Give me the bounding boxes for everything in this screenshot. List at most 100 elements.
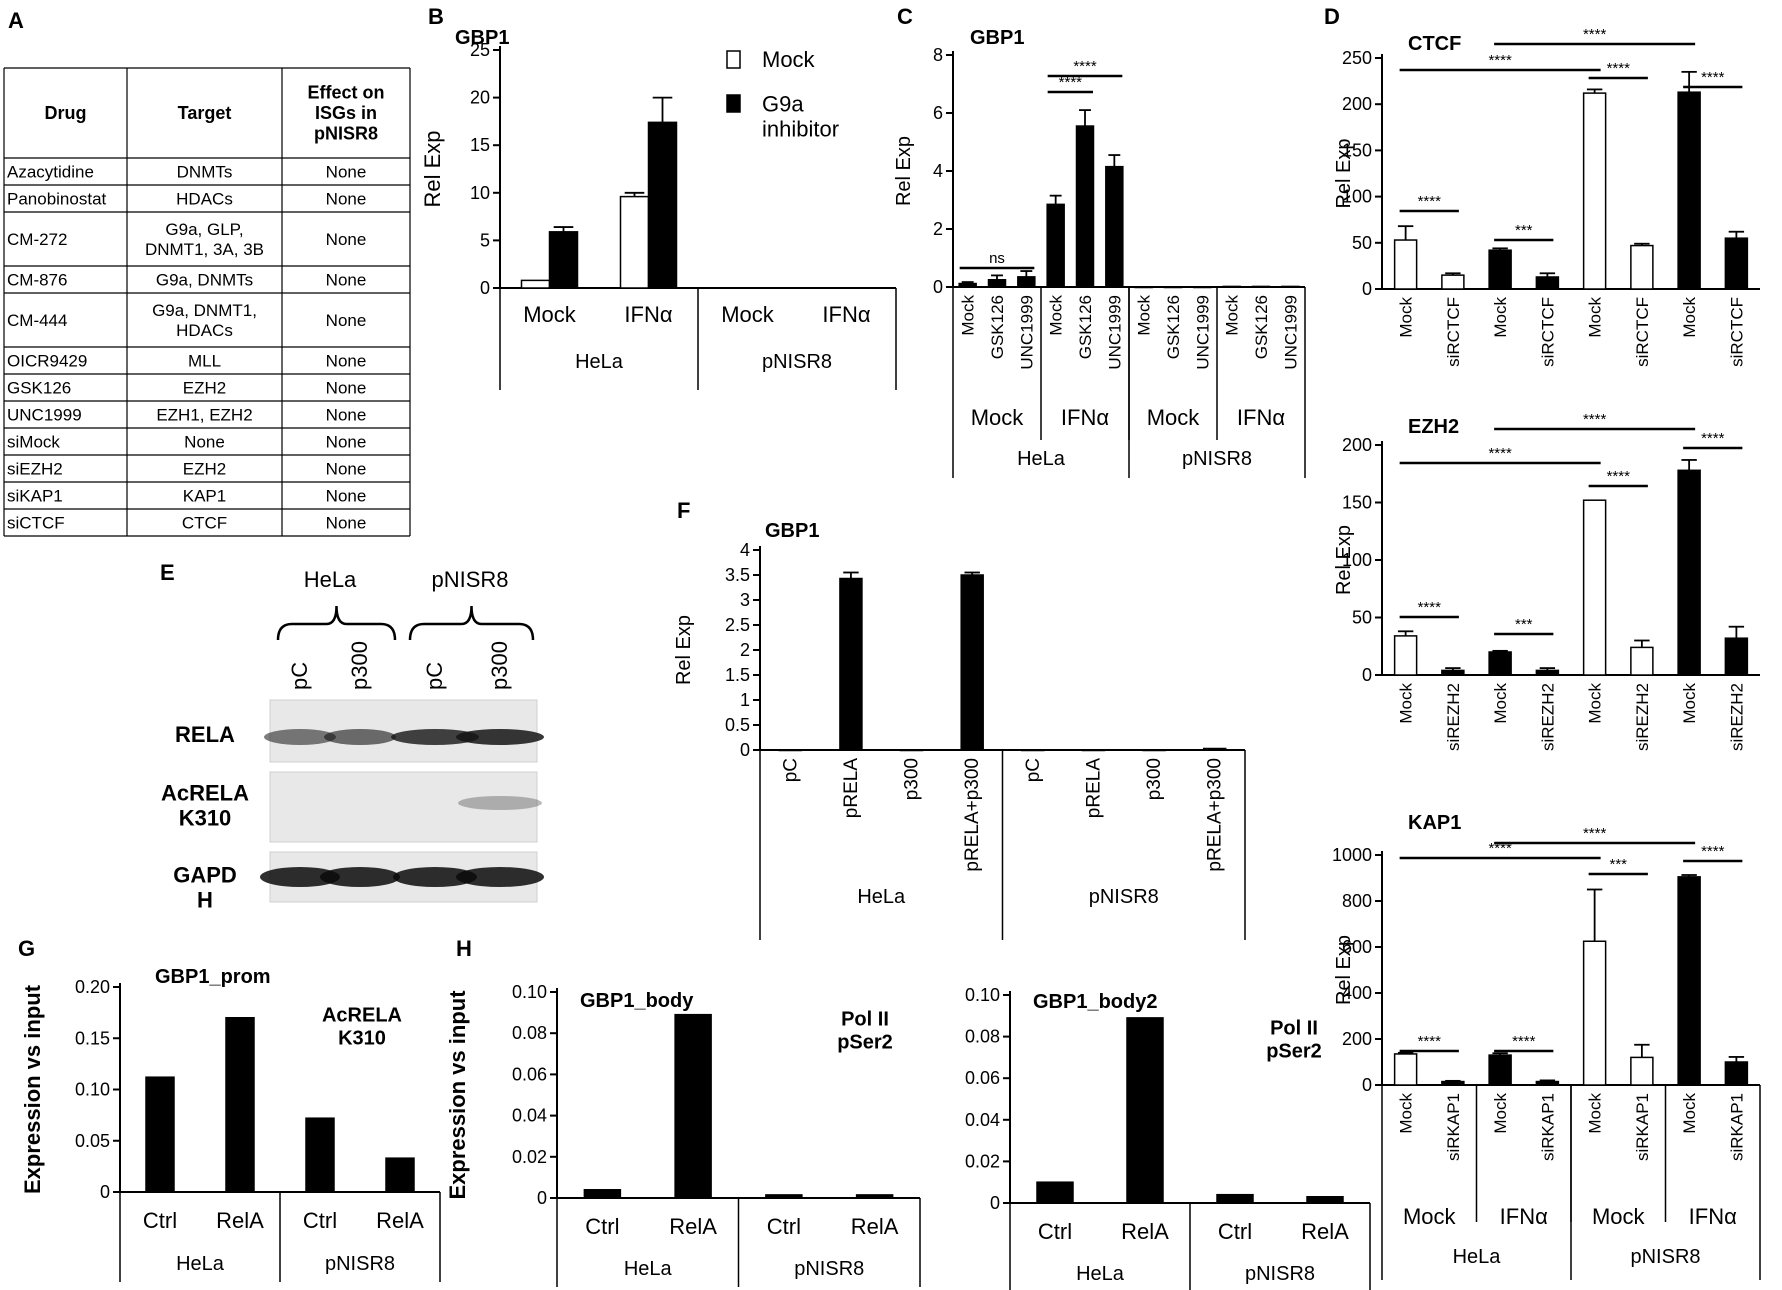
blot-band bbox=[456, 867, 544, 887]
y-axis-label: Rel Exp bbox=[1333, 525, 1355, 595]
bar bbox=[1393, 635, 1418, 676]
legend-label: Mock bbox=[762, 47, 816, 72]
bar bbox=[1036, 1181, 1074, 1204]
table-cell: EZH2 bbox=[183, 460, 226, 479]
group-label: pNISR8 bbox=[1089, 886, 1159, 908]
bar bbox=[1046, 203, 1065, 288]
y-tick-label: 0.08 bbox=[965, 1027, 1000, 1047]
blot-band bbox=[393, 867, 477, 887]
subgroup-label: Mock bbox=[1403, 1204, 1457, 1229]
significance-label: **** bbox=[1418, 599, 1442, 616]
panel-letter: C bbox=[897, 4, 913, 29]
bar bbox=[1441, 669, 1465, 676]
bar bbox=[1222, 285, 1241, 288]
table-cell: CTCF bbox=[182, 514, 227, 533]
y-tick-label: 1.5 bbox=[725, 665, 750, 685]
bar bbox=[647, 121, 678, 289]
panel-letter: F bbox=[677, 498, 690, 523]
chart-title: KAP1 bbox=[1408, 812, 1461, 834]
table-cell: OICR9429 bbox=[7, 352, 87, 371]
panel-e-blot: E HeLa pNISR8 pC p300 pC p300 RELA AcRELA K310 GAP… bbox=[160, 560, 544, 913]
table-cell: CM-876 bbox=[7, 271, 67, 290]
bar bbox=[1535, 669, 1560, 676]
significance-label: **** bbox=[1488, 52, 1512, 69]
x-tick-label: Mock bbox=[1586, 683, 1605, 724]
x-tick-label: siRKAP1 bbox=[1538, 1093, 1557, 1161]
table-cell: None bbox=[326, 311, 367, 330]
annotation: AcRELA K310 bbox=[322, 1005, 402, 1050]
x-tick-label: siREZH2 bbox=[1633, 683, 1652, 751]
bar bbox=[305, 1117, 335, 1193]
x-tick-label: RelA bbox=[669, 1214, 717, 1239]
bar bbox=[1724, 637, 1749, 676]
bar bbox=[1677, 469, 1701, 676]
y-tick-label: 0.20 bbox=[75, 977, 110, 997]
y-tick-label: 0.04 bbox=[965, 1110, 1000, 1130]
x-tick-label: pRELA bbox=[841, 758, 862, 819]
y-tick-label: 0.02 bbox=[965, 1151, 1000, 1171]
table-cell: None bbox=[326, 406, 367, 425]
x-tick-label: Ctrl bbox=[303, 1208, 337, 1233]
group-label: pNISR8 bbox=[1245, 1263, 1315, 1285]
blot-row-label: RELA bbox=[175, 722, 235, 747]
bar bbox=[1105, 165, 1124, 288]
y-tick-label: 0.15 bbox=[75, 1028, 110, 1048]
y-tick-label: 0 bbox=[100, 1182, 110, 1202]
x-tick-label: RelA bbox=[1301, 1219, 1349, 1244]
bar bbox=[1393, 239, 1418, 290]
bar bbox=[1134, 286, 1153, 289]
bar bbox=[1216, 1193, 1254, 1204]
y-tick-label: 0 bbox=[740, 740, 750, 760]
bar bbox=[1677, 876, 1701, 1086]
blot-row-label: AcRELA K310 bbox=[161, 780, 249, 830]
bar bbox=[839, 577, 863, 751]
x-tick-label: Ctrl bbox=[585, 1214, 619, 1239]
significance-label: **** bbox=[1583, 411, 1607, 428]
y-axis-label: Rel Exp bbox=[1333, 935, 1355, 1005]
significance-label: *** bbox=[1515, 222, 1533, 239]
x-tick-label: RelA bbox=[376, 1208, 424, 1233]
x-tick-label: Ctrl bbox=[1038, 1219, 1072, 1244]
bar bbox=[1251, 285, 1271, 288]
bar bbox=[1202, 747, 1227, 751]
table-cell: Azacytidine bbox=[7, 163, 94, 182]
chart-title: GBP1_prom bbox=[155, 966, 271, 988]
y-tick-label: 4 bbox=[933, 161, 943, 181]
table-cell: None bbox=[326, 352, 367, 371]
y-tick-label: 0 bbox=[1362, 1075, 1372, 1095]
table-header: Effect on ISGs in pNISR8 bbox=[307, 82, 384, 143]
x-tick-label: Mock bbox=[1223, 295, 1242, 336]
significance-label: ns bbox=[989, 250, 1005, 267]
x-tick-label: Mock bbox=[523, 302, 577, 327]
significance-label: *** bbox=[1609, 856, 1627, 873]
bar bbox=[1582, 499, 1607, 676]
bar bbox=[1126, 1017, 1164, 1204]
bar bbox=[548, 231, 579, 289]
significance-label: **** bbox=[1418, 193, 1442, 210]
x-tick-label: siRKAP1 bbox=[1444, 1093, 1463, 1161]
y-tick-label: 800 bbox=[1342, 891, 1372, 911]
x-tick-label: pRELA+p300 bbox=[962, 758, 983, 872]
chart-title: CTCF bbox=[1408, 33, 1461, 55]
x-tick-label: Mock bbox=[1586, 297, 1605, 338]
y-tick-label: 6 bbox=[933, 103, 943, 123]
y-tick-label: 3 bbox=[740, 590, 750, 610]
bar bbox=[1724, 237, 1749, 290]
lane-label: pC bbox=[287, 662, 312, 690]
significance-label: **** bbox=[1512, 1033, 1536, 1050]
bar bbox=[1142, 749, 1166, 752]
x-tick-label: siREZH2 bbox=[1727, 683, 1746, 751]
chart-D1: D CTCF 0 50 100 150 200 250 Rel Exp Mock siRCTCF Mo… bbox=[1324, 4, 1760, 367]
x-tick-label: Mock bbox=[1397, 683, 1416, 724]
table-cell: G9a, DNMT1, HDACs bbox=[152, 301, 257, 340]
bar bbox=[1488, 1054, 1512, 1086]
y-tick-label: 2.5 bbox=[725, 615, 750, 635]
x-tick-label: Mock bbox=[1680, 1093, 1699, 1134]
x-tick-label: siRCTCF bbox=[1633, 297, 1652, 367]
y-tick-label: 100 bbox=[1342, 550, 1372, 570]
y-tick-label: 0.10 bbox=[965, 985, 1000, 1005]
x-tick-label: Mock bbox=[1680, 297, 1699, 338]
bar bbox=[987, 279, 1007, 288]
bar bbox=[1535, 276, 1560, 290]
table-header: Target bbox=[178, 103, 232, 123]
